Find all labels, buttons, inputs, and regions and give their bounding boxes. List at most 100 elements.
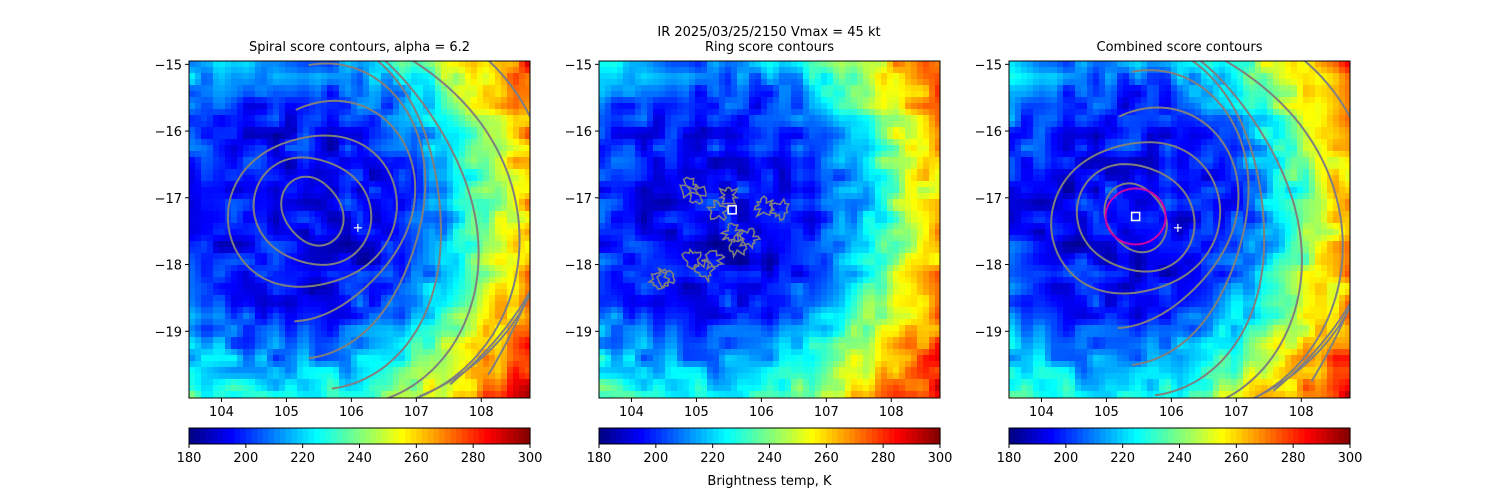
heatmap-cell: [357, 343, 363, 349]
heatmap-cell: [459, 199, 465, 205]
heatmap-cell: [875, 61, 881, 67]
heatmap-cell: [375, 355, 381, 361]
heatmap-cell: [423, 235, 429, 241]
heatmap-cell: [471, 181, 477, 187]
heatmap-cell: [285, 61, 291, 67]
heatmap-cell: [815, 205, 821, 211]
heatmap-cell: [875, 181, 881, 187]
heatmap-cell: [483, 193, 489, 199]
heatmap-cell: [689, 163, 695, 169]
heatmap-cell: [315, 85, 321, 91]
heatmap-cell: [207, 337, 213, 343]
heatmap-cell: [665, 157, 671, 163]
heatmap-cell: [411, 343, 417, 349]
heatmap-cell: [791, 133, 797, 139]
heatmap-cell: [189, 115, 195, 121]
heatmap-cell: [429, 337, 435, 343]
heatmap-cell: [213, 199, 219, 205]
heatmap-cell: [261, 259, 267, 265]
heatmap-cell: [749, 73, 755, 79]
heatmap-cell: [447, 277, 453, 283]
heatmap-cell: [495, 235, 501, 241]
heatmap-cell: [369, 235, 375, 241]
heatmap-cell: [887, 187, 893, 193]
heatmap-cell: [423, 115, 429, 121]
heatmap-cell: [507, 193, 513, 199]
heatmap-cell: [333, 247, 339, 253]
heatmap-cell: [291, 331, 297, 337]
heatmap-cell: [423, 223, 429, 229]
heatmap-cell: [393, 109, 399, 115]
heatmap-cell: [641, 133, 647, 139]
heatmap-cell: [327, 379, 333, 385]
heatmap-cell: [749, 211, 755, 217]
heatmap-cell: [749, 67, 755, 73]
heatmap-cell: [423, 265, 429, 271]
heatmap-cell: [495, 295, 501, 301]
heatmap-cell: [429, 265, 435, 271]
heatmap-cell: [207, 349, 213, 355]
heatmap-cell: [189, 349, 195, 355]
heatmap-cell: [797, 217, 803, 223]
heatmap-cell: [797, 121, 803, 127]
heatmap-cell: [267, 211, 273, 217]
heatmap-cell: [845, 139, 851, 145]
heatmap-cell: [495, 157, 501, 163]
heatmap-cell: [417, 169, 423, 175]
heatmap-cell: [519, 271, 525, 277]
heatmap-cell: [285, 295, 291, 301]
heatmap-cell: [797, 145, 803, 151]
heatmap-cell: [465, 229, 471, 235]
heatmap-cell: [189, 391, 195, 397]
heatmap-cell: [887, 199, 893, 205]
heatmap-cell: [189, 139, 195, 145]
heatmap-cell: [905, 181, 911, 187]
heatmap-cell: [767, 187, 773, 193]
heatmap-cell: [471, 265, 477, 271]
heatmap-cell: [459, 193, 465, 199]
heatmap-cell: [797, 91, 803, 97]
heatmap-cell: [429, 313, 435, 319]
heatmap-cell: [605, 61, 611, 67]
heatmap-cell: [923, 67, 929, 73]
heatmap-cell: [255, 235, 261, 241]
heatmap-cell: [429, 247, 435, 253]
heatmap-cell: [363, 115, 369, 121]
heatmap-cell: [357, 391, 363, 397]
heatmap-cell: [399, 247, 405, 253]
heatmap-cell: [339, 367, 345, 373]
heatmap-cell: [617, 79, 623, 85]
heatmap-cell: [513, 97, 519, 103]
heatmap-cell: [797, 67, 803, 73]
heatmap-cell: [629, 79, 635, 85]
heatmap-cell: [267, 85, 273, 91]
heatmap-cell: [429, 379, 435, 385]
heatmap-cell: [429, 241, 435, 247]
heatmap-cell: [803, 181, 809, 187]
heatmap-cell: [725, 79, 731, 85]
heatmap-cell: [297, 277, 303, 283]
heatmap-cell: [243, 121, 249, 127]
heatmap-cell: [255, 133, 261, 139]
heatmap-cell: [827, 181, 833, 187]
heatmap-cell: [833, 223, 839, 229]
heatmap-cell: [213, 139, 219, 145]
heatmap-cell: [761, 91, 767, 97]
heatmap-cell: [285, 247, 291, 253]
heatmap-cell: [333, 301, 339, 307]
heatmap-cell: [507, 205, 513, 211]
heatmap-cell: [213, 133, 219, 139]
heatmap-cell: [195, 181, 201, 187]
heatmap-cell: [501, 199, 507, 205]
heatmap-cell: [447, 169, 453, 175]
heatmap-cell: [375, 169, 381, 175]
heatmap-cell: [219, 169, 225, 175]
heatmap-cell: [267, 91, 273, 97]
heatmap-cell: [321, 91, 327, 97]
heatmap-cell: [261, 361, 267, 367]
heatmap-cell: [363, 163, 369, 169]
heatmap-cell: [375, 181, 381, 187]
heatmap-cell: [929, 121, 935, 127]
heatmap-cell: [237, 379, 243, 385]
heatmap-cell: [345, 103, 351, 109]
